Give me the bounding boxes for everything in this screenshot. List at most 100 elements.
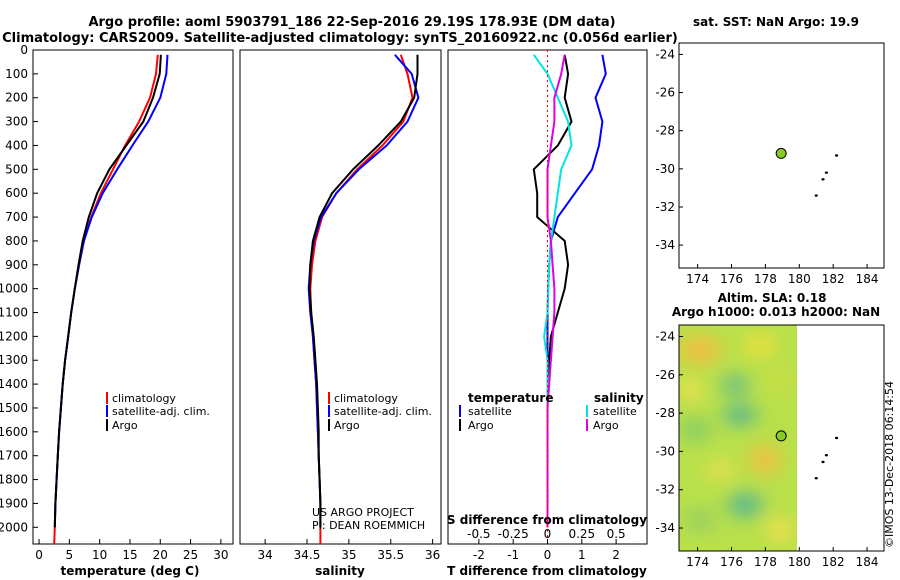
map-x-tick-label: 184 [856, 555, 879, 569]
legend-mark-argo [106, 419, 108, 431]
salinity-panel-frame [239, 49, 442, 545]
series-line-climatology [53, 54, 159, 545]
legend-label-satellite: satellite-adj. clim. [112, 405, 210, 418]
x-tick-label: 35 [341, 548, 356, 562]
x-tick-label: 0 [35, 548, 43, 562]
legend-label-climatology: climatology [112, 392, 176, 405]
difference-legend-temperature: temperature satellite Argo [459, 391, 553, 432]
series-line-satellite-adj-clim- [307, 54, 420, 528]
x-tick-label: 25 [183, 548, 198, 562]
island-dot [814, 477, 818, 480]
map-y-tick-label: -34 [655, 521, 675, 535]
argo-float-marker [775, 430, 787, 442]
legend-mark-satellite [106, 405, 108, 417]
legend-mark-satellite [328, 405, 330, 417]
x-tick-label: 5 [66, 548, 74, 562]
salinity-series-group [307, 54, 420, 544]
sst-map-frame [678, 42, 885, 269]
difference-x-axis: -2 -1 0 1 2 [473, 539, 620, 562]
temperature-series-group [53, 54, 169, 545]
sla-map-title-1: Altim. SLA: 0.18 [718, 291, 827, 305]
figure-title-line1: Argo profile: aoml 5903791_186 22-Sep-20… [88, 15, 615, 30]
series-line-argo [53, 54, 162, 528]
y-tick-label: 1800 [0, 473, 28, 487]
map-x-tick-label: 176 [720, 555, 743, 569]
map-y-tick-label: -28 [655, 406, 675, 420]
salinity-xlabel: salinity [315, 564, 365, 578]
island-dot [821, 460, 825, 464]
temperature-difference-xlabel: T difference from climatology [447, 564, 647, 578]
sst-map-islands [814, 154, 839, 197]
y-tick-label: 1100 [0, 306, 28, 320]
temperature-xlabel: temperature (deg C) [61, 564, 200, 578]
island-dot [824, 171, 828, 174]
map-y-tick-label: -24 [655, 329, 675, 343]
salinity-x-axis: 34 34.5 35 35.5 36 [257, 539, 440, 562]
map-y-tick-label: -30 [655, 444, 675, 458]
x-tick-label: 20 [153, 548, 168, 562]
series-line-climatology [309, 54, 414, 544]
legend-label-s-satellite: satellite [593, 405, 637, 418]
y-tick-label: 400 [5, 138, 28, 152]
difference-series-group [532, 50, 607, 544]
map-y-tick-label: -34 [655, 238, 675, 252]
legend-mark-t-satellite [459, 405, 461, 417]
sla-map-islands [814, 436, 839, 480]
map-x-tick-label: 182 [822, 555, 845, 569]
project-credit: US ARGO PROJECT [312, 506, 414, 519]
map-x-tick-label: 180 [788, 555, 811, 569]
y-tick-label: 1300 [0, 353, 28, 367]
imos-timestamp: ©IMOS 13-Dec-2018 06:14:54 [883, 381, 896, 548]
series-line-s-argo [546, 54, 566, 528]
legend-mark-argo [328, 419, 330, 431]
map-x-tick-label: 178 [754, 555, 777, 569]
island-dot [821, 178, 825, 181]
x-tick-label: 0 [544, 548, 552, 562]
map-x-tick-label: 184 [856, 272, 879, 286]
salinity-difference-label: S difference from climatology [447, 513, 647, 527]
y-tick-label: 900 [5, 258, 28, 272]
y-tick-label: 1700 [0, 449, 28, 463]
legend-label-t-satellite: satellite [468, 405, 512, 418]
y-tick-label: 800 [5, 234, 28, 248]
map-y-tick-label: -30 [655, 162, 675, 176]
map-x-tick-label: 176 [720, 272, 743, 286]
y-tick-label: 1900 [0, 496, 28, 510]
top-x-tick-label: 0.25 [568, 527, 595, 541]
sla-map-title-2: Argo h1000: 0.013 h2000: NaN [672, 305, 880, 319]
salinity-legend: climatology satellite-adj. clim. Argo [328, 392, 432, 432]
sla-map-axes: 174 176 178 180 182 184 -24 -26 -28 -30 -32 -34 [655, 329, 878, 569]
top-x-tick-label: 0 [544, 527, 552, 541]
top-x-tick-label: -0.25 [498, 527, 529, 541]
series-line-argo [308, 54, 419, 528]
map-x-tick-label: 174 [686, 555, 709, 569]
map-x-tick-label: 174 [686, 272, 709, 286]
map-y-tick-label: -26 [655, 86, 675, 100]
x-tick-label: -2 [473, 548, 485, 562]
series-line-t-satellite [546, 54, 607, 528]
top-x-tick-label: 0.5 [607, 527, 626, 541]
y-tick-label: 1200 [0, 329, 28, 343]
sla-map-frame [678, 324, 885, 552]
x-tick-label: 36 [425, 548, 440, 562]
y-tick-label: 200 [5, 91, 28, 105]
sla-map: Altim. SLA: 0.18 Argo h1000: 0.013 h2000… [655, 291, 885, 569]
pi-credit: PI: DEAN ROEMMICH [312, 519, 425, 532]
y-tick-label: 2000 [0, 520, 28, 534]
series-line-satellite-adj-clim- [53, 54, 169, 528]
legend-mark-s-argo [586, 419, 588, 431]
legend-label-satellite: satellite-adj. clim. [334, 405, 432, 418]
difference-panel: -2 -1 0 1 2 -0.5 -0.25 0 0.25 0.5 S difference f… [447, 49, 648, 578]
legend-label-t-argo: Argo [468, 419, 494, 432]
y-tick-label: 100 [5, 67, 28, 81]
y-tick-label: 500 [5, 162, 28, 176]
legend-mark-climatology [106, 392, 108, 404]
legend-label-argo: Argo [334, 419, 360, 432]
x-tick-label: 15 [122, 548, 137, 562]
y-tick-label: 600 [5, 186, 28, 200]
legend-heading-salinity: salinity [594, 391, 644, 405]
map-y-tick-label: -26 [655, 368, 675, 382]
series-line-s-satellite [532, 54, 573, 528]
salinity-panel: 34 34.5 35 35.5 36 salinity climatology sate… [239, 49, 442, 578]
